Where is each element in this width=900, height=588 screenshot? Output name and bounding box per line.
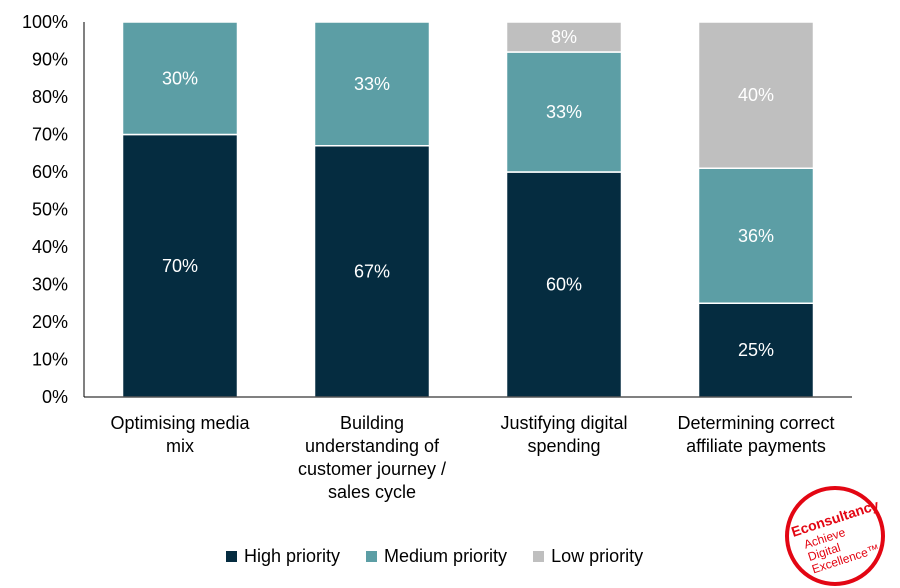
y-tick-label: 10% [32, 350, 68, 370]
x-category-label: spending [527, 436, 600, 456]
legend-swatch-medium [366, 551, 378, 562]
x-category-label: understanding of [305, 436, 440, 456]
logo-ring [785, 486, 885, 586]
y-tick-label: 40% [32, 237, 68, 257]
bar-segment [121, 21, 239, 136]
legend-item-high: High priority [226, 546, 340, 567]
bar-segment [505, 171, 623, 398]
x-category-label: sales cycle [328, 482, 416, 502]
y-tick-label: 50% [32, 200, 68, 220]
x-category-label: Optimising media [110, 413, 250, 433]
y-tick-label: 60% [32, 162, 68, 182]
x-category-label: Building [340, 413, 404, 433]
x-category-label: mix [166, 436, 194, 456]
data-label: 8% [551, 27, 577, 47]
legend-item-low: Low priority [533, 546, 643, 567]
data-label: 33% [354, 74, 390, 94]
bar-segment [505, 21, 623, 53]
bar-segment [313, 21, 431, 147]
legend-label-medium: Medium priority [384, 546, 508, 566]
x-category-label: Determining correct [677, 413, 834, 433]
data-label: 40% [738, 85, 774, 105]
data-label: 25% [738, 340, 774, 360]
bar-segment [697, 21, 815, 169]
bar-segment [697, 167, 815, 304]
bar-segment [121, 133, 239, 398]
bar-segment [505, 51, 623, 173]
legend: High priority Medium priority Low priori… [226, 546, 669, 567]
legend-swatch-low [533, 551, 545, 562]
y-tick-label: 80% [32, 87, 68, 107]
legend-label-low: Low priority [551, 546, 644, 566]
data-label: 70% [162, 256, 198, 276]
data-label: 36% [738, 226, 774, 246]
y-tick-label: 100% [22, 12, 68, 32]
x-category-label: affiliate payments [686, 436, 826, 456]
data-label: 67% [354, 261, 390, 281]
econsultancy-logo: Econsultancy Achieve Digital Excellence™ [785, 486, 885, 586]
y-tick-label: 70% [32, 125, 68, 145]
x-category-label: Justifying digital [500, 413, 627, 433]
y-tick-label: 30% [32, 275, 68, 295]
legend-label-high: High priority [244, 546, 341, 566]
y-tick-label: 90% [32, 50, 68, 70]
data-label: 30% [162, 68, 198, 88]
legend-item-medium: Medium priority [366, 546, 507, 567]
data-label: 60% [546, 275, 582, 295]
y-tick-label: 20% [32, 312, 68, 332]
x-category-label: customer journey / [298, 459, 446, 479]
y-tick-label: 0% [42, 387, 68, 407]
legend-swatch-high [226, 551, 237, 562]
bar-segment [697, 302, 815, 398]
data-label: 33% [546, 102, 582, 122]
